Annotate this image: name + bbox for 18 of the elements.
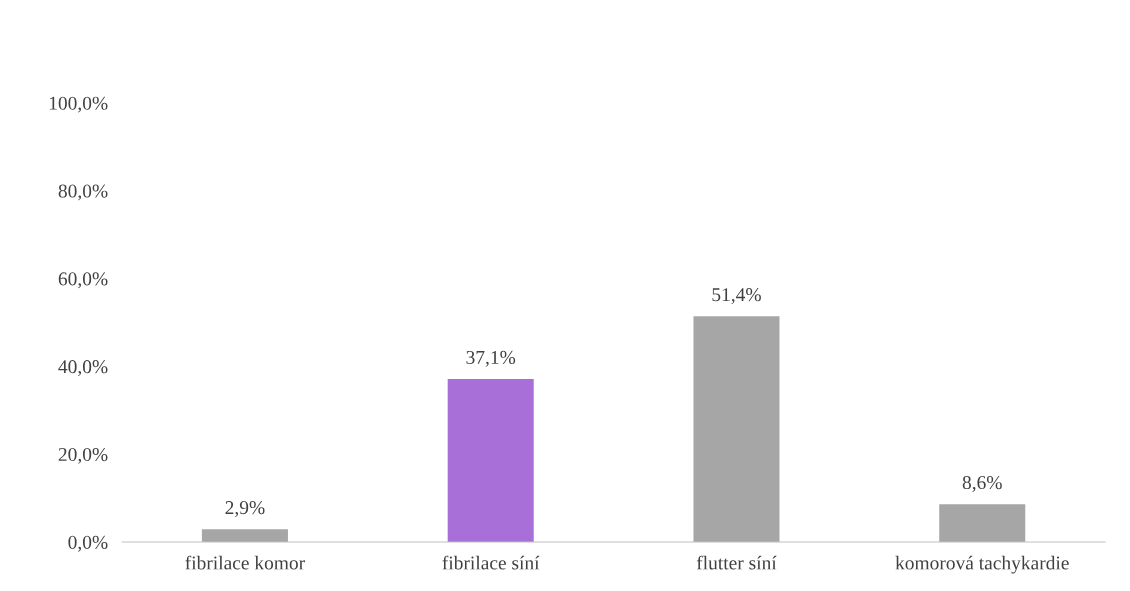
- y-tick-label: 20,0%: [58, 447, 108, 464]
- y-tick-label: 60,0%: [58, 272, 108, 289]
- y-tick-label: 100,0%: [49, 96, 108, 113]
- x-tick-label: komorová tachykardie: [895, 555, 1069, 574]
- y-tick-label: 40,0%: [58, 360, 108, 377]
- x-tick-label: fibrilace komor: [185, 555, 305, 570]
- bar: [447, 379, 534, 542]
- y-tick-label: 0,0%: [68, 535, 108, 552]
- x-tick-label: fibrilace síní: [442, 555, 540, 570]
- data-label: 2,9%: [225, 501, 265, 517]
- data-label: 8,6%: [962, 476, 1002, 492]
- bar: [693, 316, 780, 542]
- data-label: 37,1%: [466, 350, 516, 367]
- bar: [939, 504, 1026, 542]
- x-tick-label: flutter síní: [696, 555, 777, 570]
- y-tick-label: 80,0%: [58, 184, 108, 201]
- bar: [201, 529, 288, 542]
- data-label: 51,4%: [712, 288, 761, 304]
